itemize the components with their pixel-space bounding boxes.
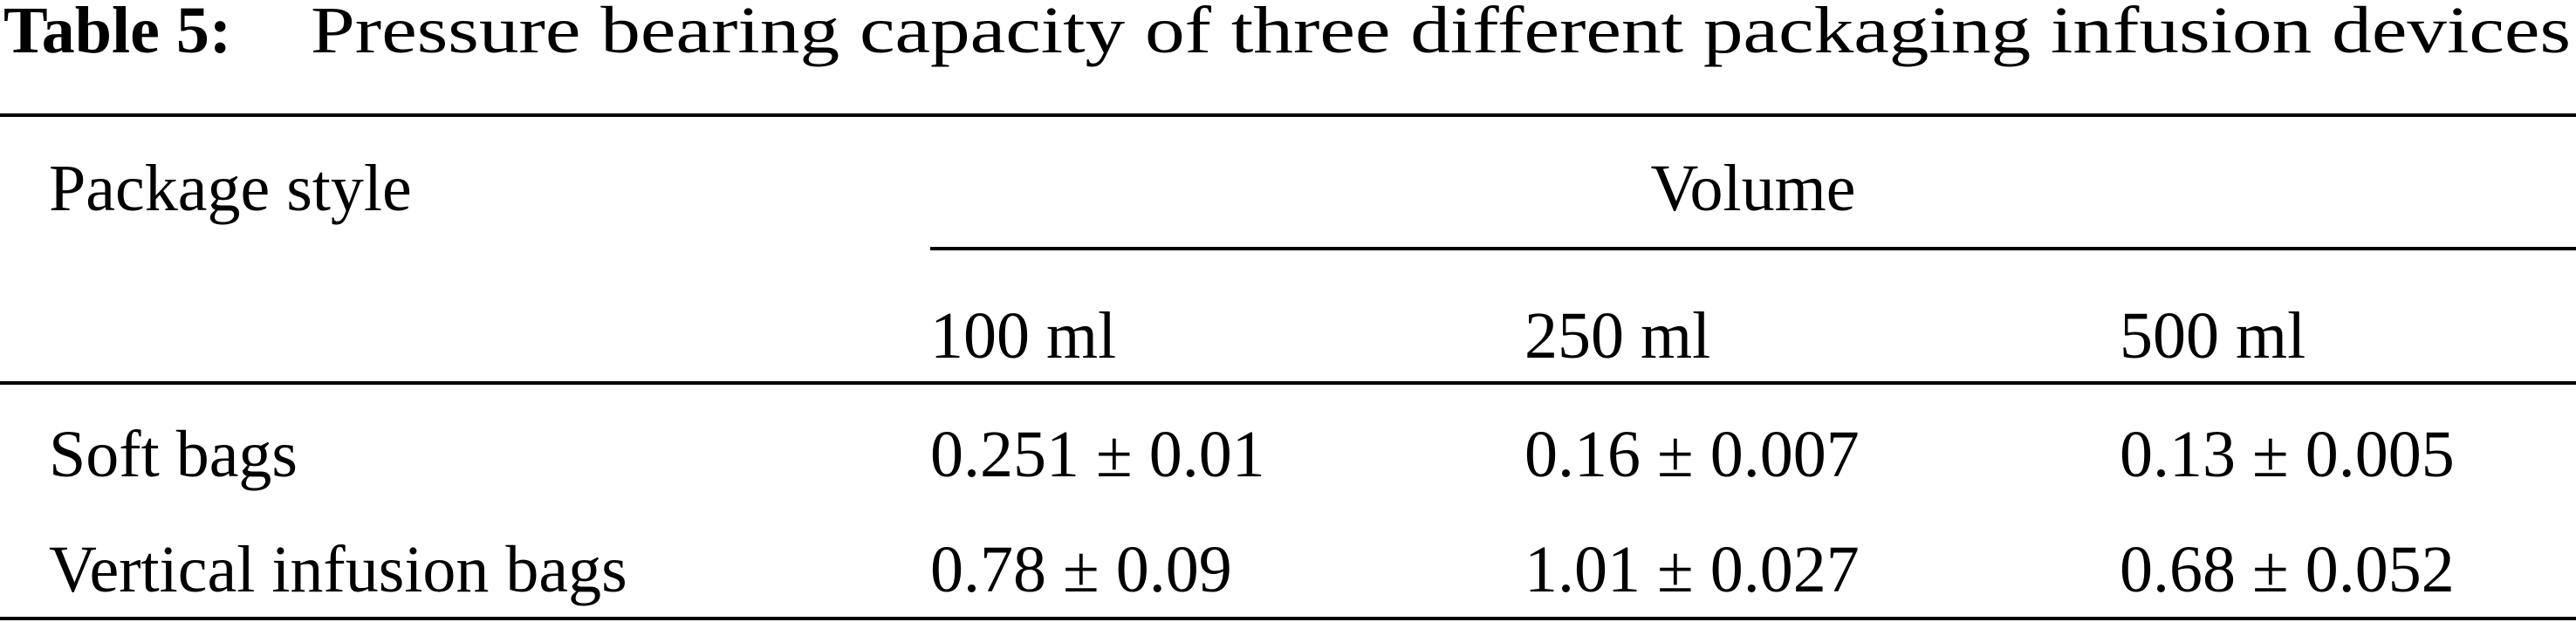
cell-value: 0.16 ± 0.007: [1524, 418, 1860, 491]
column-header: Volume: [1650, 152, 1855, 225]
cell-value: 0.13 ± 0.005: [2120, 418, 2455, 491]
sub-header: 100 ml: [930, 299, 1116, 373]
table-title: Pressure bearing capacity of three diffe…: [311, 0, 2571, 67]
sub-header: 500 ml: [2120, 299, 2305, 373]
table-body: Soft bags 0.251 ± 0.01 0.16 ± 0.007 0.13 ± …: [49, 418, 2455, 606]
table-label: Table 5:: [3, 0, 231, 67]
column-header: Package style: [49, 152, 412, 225]
cell-value: 0.251 ± 0.01: [930, 418, 1265, 491]
cell-value: 0.68 ± 0.052: [2120, 533, 2455, 606]
cell-value: 0.78 ± 0.09: [930, 533, 1232, 606]
sub-header: 250 ml: [1524, 299, 1710, 373]
row-label: Soft bags: [49, 418, 298, 491]
cell-value: 1.01 ± 0.027: [1524, 533, 1860, 606]
row-label: Vertical infusion bags: [49, 533, 627, 606]
